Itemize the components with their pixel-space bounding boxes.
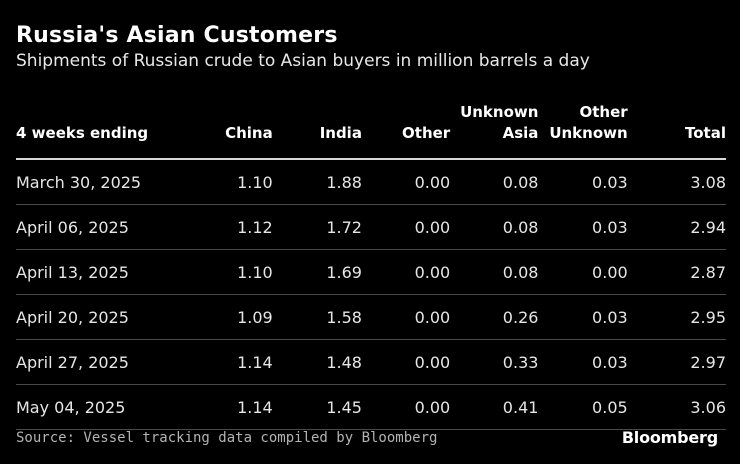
row-date-cell: April 06, 2025 — [16, 204, 207, 250]
value-cell: 0.08 — [450, 204, 539, 250]
row-date-cell: March 30, 2025 — [16, 159, 207, 205]
column-header: China — [206, 88, 273, 160]
column-header: Unknown Asia — [450, 88, 539, 160]
value-cell: 0.03 — [538, 294, 628, 340]
value-cell: 2.94 — [627, 204, 726, 250]
value-cell: 2.97 — [627, 339, 726, 385]
table-row: April 06, 2025 1.12 1.72 0.00 0.08 0.03 2.94 — [16, 204, 726, 250]
column-header: Total — [627, 88, 726, 160]
chart-subtitle: Shipments of Russian crude to Asian buye… — [16, 51, 590, 71]
source-note: Source: Vessel tracking data compiled by… — [16, 430, 438, 446]
header-row: 4 weeks ending China India Other Unknown Asia… — [16, 88, 726, 160]
value-cell: 1.58 — [272, 294, 362, 340]
value-cell: 0.26 — [450, 294, 539, 340]
value-cell: 0.00 — [361, 249, 451, 295]
value-cell: 0.00 — [361, 384, 451, 430]
value-cell: 0.41 — [450, 384, 539, 430]
table-row: April 20, 2025 1.09 1.58 0.00 0.26 0.03 2.95 — [16, 294, 726, 340]
value-cell: 0.00 — [361, 294, 451, 340]
value-cell: 1.12 — [206, 204, 273, 250]
value-cell: 3.06 — [627, 384, 726, 430]
row-date-cell: April 27, 2025 — [16, 339, 207, 385]
data-table: 4 weeks ending China India Other Unknown Asia… — [16, 88, 726, 430]
table-body: March 30, 2025 1.10 1.88 0.00 0.08 0.03 3.08 Ap… — [16, 159, 726, 430]
value-cell: 1.69 — [272, 249, 362, 295]
table-row: April 27, 2025 1.14 1.48 0.00 0.33 0.03 2.97 — [16, 339, 726, 385]
column-header: 4 weeks ending — [16, 88, 207, 160]
table-row: May 04, 2025 1.14 1.45 0.00 0.41 0.05 3.06 — [16, 384, 726, 430]
value-cell: 1.14 — [206, 384, 273, 430]
value-cell: 0.03 — [538, 159, 628, 205]
value-cell: 1.10 — [206, 159, 273, 205]
table-row: April 13, 2025 1.10 1.69 0.00 0.08 0.00 2.87 — [16, 249, 726, 295]
value-cell: 2.95 — [627, 294, 726, 340]
value-cell: 0.33 — [450, 339, 539, 385]
value-cell: 0.00 — [361, 339, 451, 385]
value-cell: 0.08 — [450, 249, 539, 295]
chart-title: Russia's Asian Customers — [16, 23, 338, 48]
value-cell: 1.48 — [272, 339, 362, 385]
column-header: Other Unknown — [538, 88, 628, 160]
value-cell: 0.00 — [361, 204, 451, 250]
table-row: March 30, 2025 1.10 1.88 0.00 0.08 0.03 3.08 — [16, 159, 726, 205]
value-cell: 0.00 — [361, 159, 451, 205]
row-date-cell: May 04, 2025 — [16, 384, 207, 430]
column-header: India — [272, 88, 362, 160]
value-cell: 0.03 — [538, 204, 628, 250]
value-cell: 3.08 — [627, 159, 726, 205]
value-cell: 1.09 — [206, 294, 273, 340]
row-date-cell: April 20, 2025 — [16, 294, 207, 340]
value-cell: 0.08 — [450, 159, 539, 205]
value-cell: 0.00 — [538, 249, 628, 295]
row-date-cell: April 13, 2025 — [16, 249, 207, 295]
bloomberg-logo: Bloomberg — [621, 428, 718, 447]
value-cell: 1.45 — [272, 384, 362, 430]
value-cell: 1.88 — [272, 159, 362, 205]
value-cell: 0.05 — [538, 384, 628, 430]
value-cell: 1.10 — [206, 249, 273, 295]
value-cell: 1.14 — [206, 339, 273, 385]
value-cell: 2.87 — [627, 249, 726, 295]
column-header: Other — [361, 88, 451, 160]
value-cell: 1.72 — [272, 204, 362, 250]
value-cell: 0.03 — [538, 339, 628, 385]
